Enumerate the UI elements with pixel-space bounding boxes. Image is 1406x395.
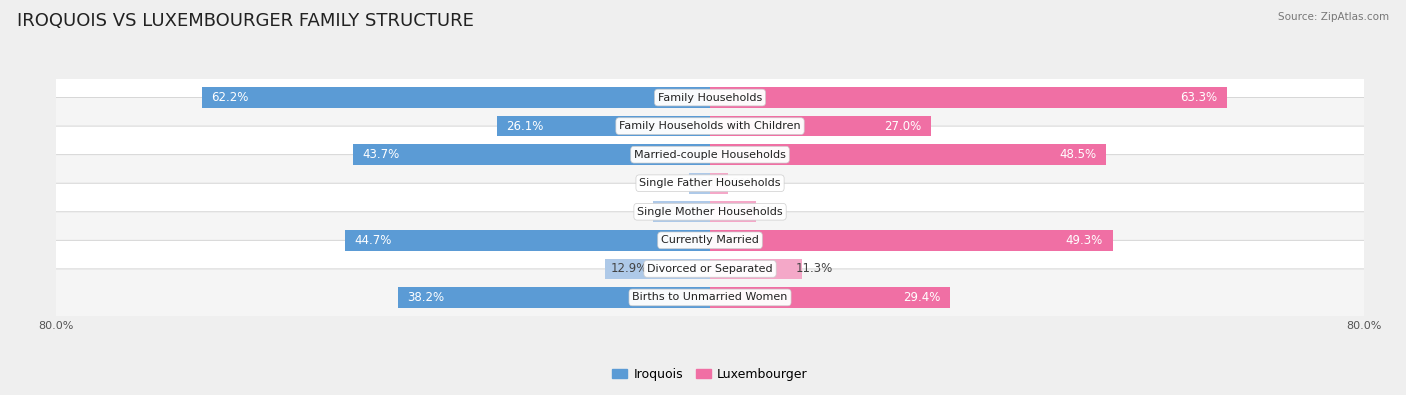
Bar [496,116,710,136]
Bar [710,230,1114,250]
Text: 26.1%: 26.1% [506,120,544,133]
Text: 27.0%: 27.0% [883,120,921,133]
Bar [398,287,710,308]
Text: 2.6%: 2.6% [696,177,725,190]
Text: 49.3%: 49.3% [1066,234,1104,247]
Text: 29.4%: 29.4% [903,291,941,304]
Text: Family Households: Family Households [658,92,762,103]
Text: 11.3%: 11.3% [796,262,834,275]
Text: Family Households with Children: Family Households with Children [619,121,801,131]
Text: 43.7%: 43.7% [363,148,399,161]
Text: Single Father Households: Single Father Households [640,178,780,188]
Text: Married-couple Households: Married-couple Households [634,150,786,160]
Legend: Iroquois, Luxembourger: Iroquois, Luxembourger [607,363,813,386]
Bar [605,259,710,279]
Bar [710,87,1227,108]
Text: 12.9%: 12.9% [612,262,648,275]
Text: 2.2%: 2.2% [721,177,751,190]
Text: Source: ZipAtlas.com: Source: ZipAtlas.com [1278,12,1389,22]
Text: 62.2%: 62.2% [211,91,249,104]
Text: 63.3%: 63.3% [1181,91,1218,104]
Bar [689,173,710,194]
FancyBboxPatch shape [52,269,1368,326]
Bar [710,145,1107,165]
Bar [710,173,728,194]
Bar [710,259,803,279]
FancyBboxPatch shape [52,69,1368,126]
FancyBboxPatch shape [52,240,1368,297]
Bar [344,230,710,250]
Text: 5.6%: 5.6% [749,205,779,218]
Bar [353,145,710,165]
Text: Divorced or Separated: Divorced or Separated [647,264,773,274]
Text: Currently Married: Currently Married [661,235,759,245]
Text: 38.2%: 38.2% [408,291,444,304]
Bar [201,87,710,108]
FancyBboxPatch shape [52,212,1368,269]
FancyBboxPatch shape [52,98,1368,155]
Text: 48.5%: 48.5% [1060,148,1097,161]
Bar [710,116,931,136]
Text: Single Mother Households: Single Mother Households [637,207,783,217]
FancyBboxPatch shape [52,183,1368,240]
Bar [710,201,756,222]
Text: 7.0%: 7.0% [659,205,689,218]
Bar [710,287,950,308]
Bar [652,201,710,222]
Text: IROQUOIS VS LUXEMBOURGER FAMILY STRUCTURE: IROQUOIS VS LUXEMBOURGER FAMILY STRUCTUR… [17,12,474,30]
FancyBboxPatch shape [52,126,1368,183]
FancyBboxPatch shape [52,155,1368,212]
Text: Births to Unmarried Women: Births to Unmarried Women [633,292,787,303]
Text: 44.7%: 44.7% [354,234,392,247]
